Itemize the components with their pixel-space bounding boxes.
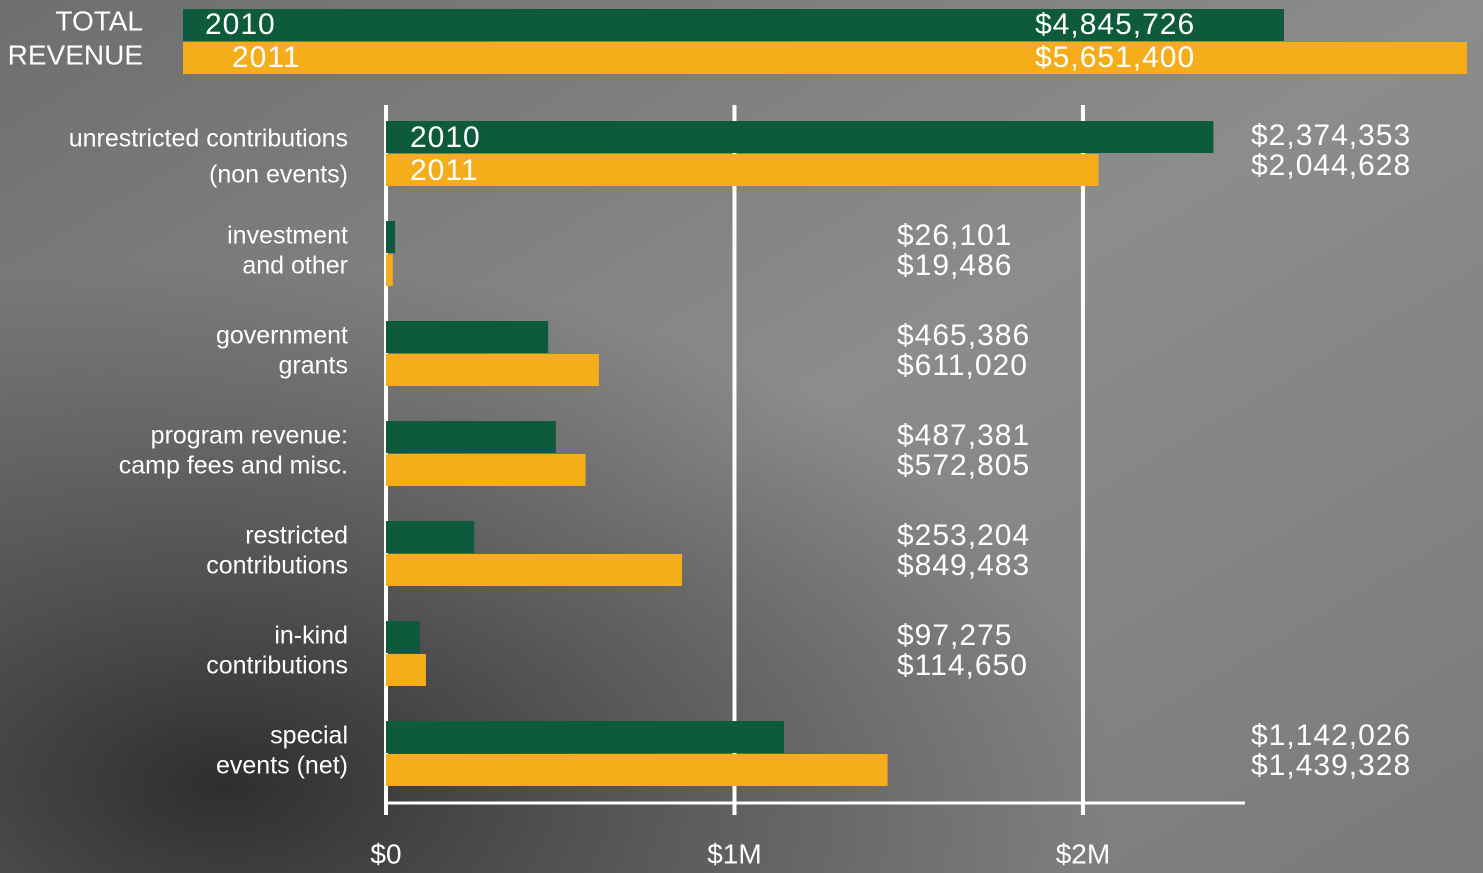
category-label: investment xyxy=(227,222,348,250)
legend-label: 2011 xyxy=(232,41,301,74)
value-label: $114,650 xyxy=(897,649,1028,682)
value-label: $572,805 xyxy=(897,449,1030,482)
value-label: $1,439,328 xyxy=(1251,749,1411,782)
bar xyxy=(386,521,474,553)
total-label: TOTAL xyxy=(55,5,143,36)
bar xyxy=(386,154,1099,186)
category-label: in-kind xyxy=(274,622,348,650)
bar xyxy=(386,321,548,353)
category-label: special xyxy=(270,722,348,750)
bar xyxy=(386,354,599,386)
value-label: $465,386 xyxy=(897,319,1030,352)
category-label: events (net) xyxy=(216,752,348,780)
value-label: $253,204 xyxy=(897,519,1030,552)
bar xyxy=(386,554,682,586)
value-label: $1,142,026 xyxy=(1251,719,1411,752)
bar xyxy=(386,121,1213,153)
value-label: $611,020 xyxy=(897,349,1028,382)
total-value-label: $4,845,726 xyxy=(1035,8,1195,41)
value-label: $849,483 xyxy=(897,549,1030,582)
infographic: TOTALREVENUE $4,845,726 2010 $5,651,400 2011… xyxy=(0,0,1483,873)
category-label: government xyxy=(216,322,348,350)
bar xyxy=(386,754,888,786)
category-label: program revenue: xyxy=(151,422,348,450)
value-label: $26,101 xyxy=(897,219,1012,252)
bar xyxy=(386,221,395,253)
legend-label: 2010 xyxy=(205,8,276,41)
category-label: (non events) xyxy=(209,161,348,189)
value-label: $487,381 xyxy=(897,419,1030,452)
total-value-label: $5,651,400 xyxy=(1035,41,1195,74)
x-tick-label: $1M xyxy=(707,838,761,869)
category-label: contributions xyxy=(206,652,348,680)
value-label: $19,486 xyxy=(897,249,1012,282)
legend-label: 2010 xyxy=(410,121,481,154)
legend-label: 2011 xyxy=(410,154,479,187)
bar xyxy=(386,454,586,486)
bar xyxy=(386,421,556,453)
total-label: REVENUE xyxy=(8,39,143,70)
category-label: restricted xyxy=(245,522,348,550)
x-tick-label: $2M xyxy=(1056,838,1110,869)
category-label: contributions xyxy=(206,552,348,580)
total-bar xyxy=(183,42,1467,74)
category-label: and other xyxy=(242,252,348,280)
category-label: unrestricted contributions xyxy=(69,125,348,153)
value-label: $2,044,628 xyxy=(1251,149,1411,182)
category-label: grants xyxy=(279,352,348,380)
bar xyxy=(386,254,393,286)
x-tick-label: $0 xyxy=(370,838,401,869)
bar xyxy=(386,654,426,686)
category-label: camp fees and misc. xyxy=(119,452,348,480)
value-label: $97,275 xyxy=(897,619,1012,652)
bar xyxy=(386,721,784,753)
value-label: $2,374,353 xyxy=(1251,119,1411,152)
bar xyxy=(386,621,420,653)
